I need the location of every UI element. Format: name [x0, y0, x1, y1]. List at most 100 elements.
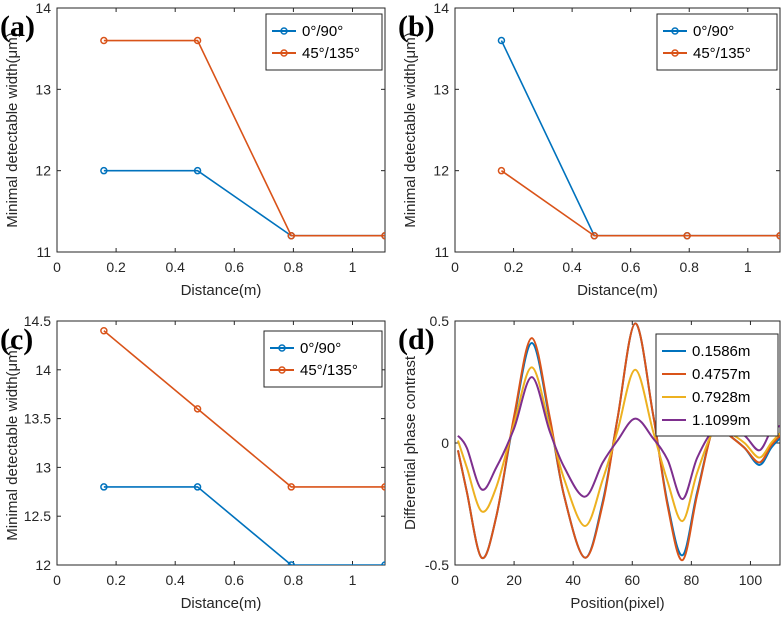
legend-marker — [280, 27, 288, 35]
y-tick-label: 0.5 — [430, 313, 450, 329]
legend: 0°/90° 45°/135° — [265, 13, 383, 71]
data-point — [287, 483, 296, 491]
data-point — [381, 231, 385, 240]
chart-panel-1: 0 0.2 0.4 0.6 0.8 111121314Distance(m)Minimal… — [0, 0, 386, 299]
data-point — [776, 231, 780, 240]
series-group — [100, 327, 385, 565]
y-tick-label: 12 — [433, 163, 449, 179]
legend: 0.1586m 0.4757m 0.7928m 1.1099m — [655, 333, 779, 437]
data-point — [497, 36, 506, 45]
legend-marker — [671, 49, 679, 57]
legend: 0°/90° 45°/135° — [263, 330, 383, 388]
x-tick-label: 0.8 — [284, 259, 304, 275]
x-tick-label: 1 — [349, 259, 357, 275]
x-tick-label: 0.2 — [106, 572, 126, 588]
x-tick-label: 20 — [506, 572, 522, 588]
x-tick-label: 100 — [739, 572, 763, 588]
y-tick-label: 13 — [433, 81, 449, 97]
x-tick-label: 0 — [451, 259, 459, 275]
legend-box — [263, 330, 383, 388]
legend-entry: 0°/90° — [300, 340, 341, 357]
data-point — [590, 231, 599, 240]
legend-entry: 0.1586m — [692, 343, 750, 360]
series-group — [497, 36, 780, 240]
legend-entry: 1.1099m — [692, 412, 750, 429]
x-tick-label: 80 — [684, 572, 700, 588]
y-axis-label: Minimal detectable width(μm) — [4, 345, 21, 540]
series-line — [103, 330, 385, 488]
series-line — [103, 486, 385, 565]
y-tick-label: 14.5 — [24, 313, 51, 329]
x-tick-label: 0.2 — [504, 259, 524, 275]
x-tick-label: 60 — [624, 572, 640, 588]
y-tick-label: 14 — [35, 0, 51, 16]
y-tick-label: -0.5 — [425, 557, 449, 573]
y-tick-label: 14 — [35, 362, 51, 378]
data-point — [497, 166, 506, 175]
legend-box — [656, 13, 778, 71]
panel-label: (d) — [398, 323, 435, 356]
legend-entry: 45°/135° — [693, 45, 751, 62]
data-point — [193, 483, 202, 491]
y-tick-label: 14 — [433, 0, 449, 16]
y-tick-label: 13.5 — [24, 411, 51, 427]
panel-label: (c) — [0, 323, 33, 356]
x-axis-label: Distance(m) — [181, 595, 262, 612]
series-group — [100, 36, 385, 240]
legend-entry: 0°/90° — [693, 23, 734, 40]
series-line — [103, 39, 385, 237]
legend-entry: 0°/90° — [302, 23, 343, 40]
data-point — [287, 231, 296, 240]
chart-panel-2: 0 0.2 0.4 0.6 0.8 111121314Distance(m)Minimal… — [398, 0, 781, 299]
data-point — [683, 231, 691, 240]
y-axis-label: Minimal detectable width(μm) — [4, 32, 21, 227]
legend: 0°/90° 45°/135° — [656, 13, 778, 71]
data-point — [193, 166, 202, 175]
series-line — [457, 366, 780, 527]
data-point — [193, 36, 202, 45]
x-tick-label: 0.4 — [165, 259, 185, 275]
y-tick-label: 12 — [35, 557, 51, 573]
y-tick-label: 0 — [441, 435, 449, 451]
data-point — [193, 405, 202, 413]
x-tick-label: 1 — [349, 572, 357, 588]
x-tick-label: 0.4 — [165, 572, 185, 588]
x-tick-label: 0.6 — [621, 259, 641, 275]
y-tick-label: 13 — [35, 81, 51, 97]
x-axis-label: Position(pixel) — [570, 595, 664, 612]
legend-entry: 45°/135° — [300, 362, 358, 379]
x-axis-label: Distance(m) — [577, 282, 658, 299]
legend-marker — [280, 49, 288, 57]
x-axis-label: Distance(m) — [181, 282, 262, 299]
y-tick-label: 11 — [434, 244, 449, 260]
y-axis-label: Minimal detectable width(μm) — [402, 32, 419, 227]
data-point — [381, 483, 385, 491]
x-tick-label: 0.6 — [225, 259, 245, 275]
legend-marker — [671, 27, 679, 35]
panel-label: (a) — [0, 10, 35, 43]
x-tick-label: 0.8 — [284, 572, 304, 588]
x-tick-label: 1 — [744, 259, 752, 275]
data-point — [100, 36, 108, 45]
y-tick-label: 12 — [35, 163, 51, 179]
data-point — [100, 166, 108, 175]
y-axis-label: Differential phase contrast — [402, 355, 419, 530]
data-point — [381, 561, 385, 565]
panel-label: (b) — [398, 10, 435, 43]
data-point — [100, 483, 108, 491]
chart-panel-4: 0 20 40 60 80 100-0.500.5Position(pixel)Diffe… — [398, 313, 781, 612]
x-tick-label: 0.8 — [679, 259, 699, 275]
y-tick-label: 13 — [35, 459, 51, 475]
legend-marker — [278, 366, 286, 374]
x-tick-label: 40 — [565, 572, 581, 588]
x-tick-label: 0.6 — [225, 572, 245, 588]
x-tick-label: 0 — [451, 572, 459, 588]
legend-entry: 0.4757m — [692, 366, 750, 383]
data-point — [287, 561, 296, 565]
y-tick-label: 11 — [36, 244, 51, 260]
x-tick-label: 0.4 — [562, 259, 582, 275]
series-line — [500, 170, 780, 237]
x-tick-label: 0 — [53, 572, 61, 588]
x-tick-label: 0.2 — [106, 259, 126, 275]
